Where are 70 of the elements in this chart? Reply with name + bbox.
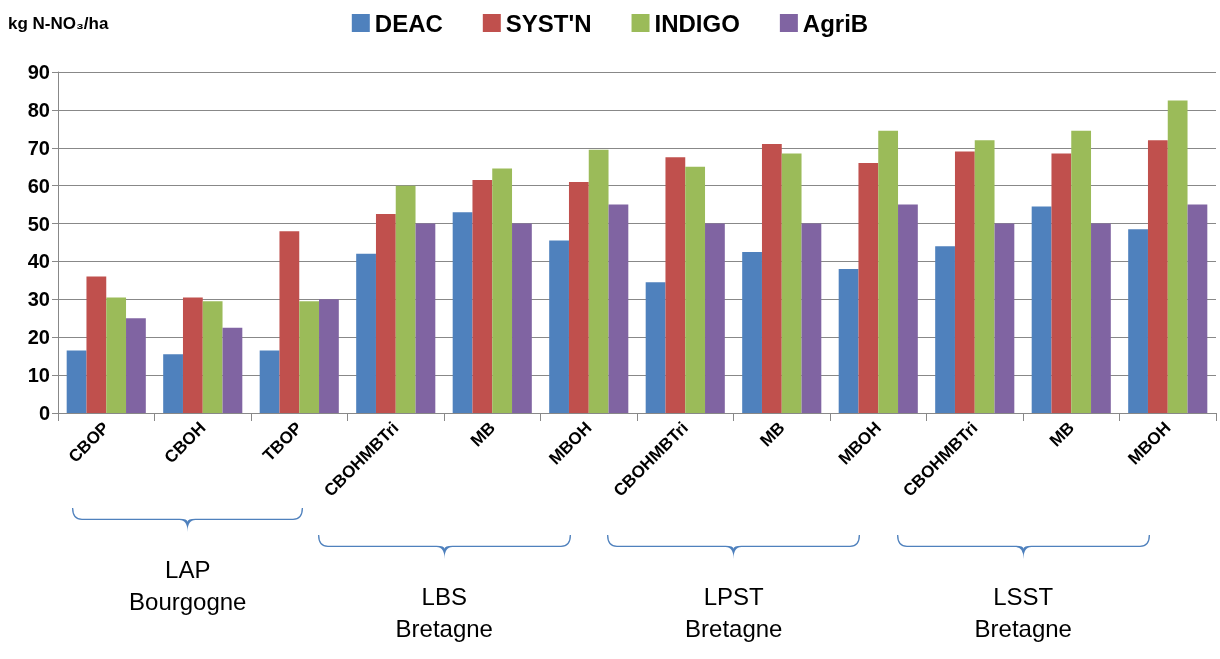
bar	[299, 301, 320, 413]
x-tick-label: MB	[756, 418, 789, 451]
y-tick-label: 0	[38, 402, 50, 424]
y-tick-label: 10	[27, 364, 50, 387]
bar	[801, 223, 822, 413]
y-tick-label: 30	[27, 288, 50, 311]
bar	[86, 276, 107, 413]
bar	[1051, 153, 1072, 413]
bar	[974, 140, 995, 413]
bar	[259, 350, 280, 413]
bar	[452, 212, 473, 413]
legend-label: DEAC	[374, 9, 443, 37]
bar	[954, 151, 975, 413]
bar	[126, 318, 146, 413]
y-tick-label: 40	[27, 250, 50, 273]
bar	[222, 327, 243, 413]
bar	[685, 166, 706, 413]
x-tick-label: MB	[1045, 418, 1078, 451]
y-tick-label: 70	[27, 136, 50, 159]
bar	[375, 214, 396, 413]
legend-label: AgriB	[802, 9, 869, 37]
bar	[705, 223, 725, 413]
bar	[608, 204, 629, 413]
bar	[1147, 140, 1168, 413]
y-tick-label: 90	[27, 61, 50, 83]
bar	[742, 251, 762, 413]
bar	[935, 246, 955, 413]
bar	[395, 185, 416, 413]
bar	[588, 149, 609, 413]
y-tick-label: 80	[27, 98, 50, 121]
bar	[781, 153, 802, 413]
bar	[1128, 229, 1148, 413]
bar	[994, 223, 1015, 413]
bar	[279, 231, 300, 413]
text: LSST Bretagne	[974, 582, 1072, 645]
bar	[1167, 100, 1188, 413]
bar	[492, 168, 513, 413]
y-tick-label: 60	[27, 174, 50, 197]
bar	[415, 223, 436, 413]
y-axis-title: kg N-NO₃/ha	[8, 14, 109, 33]
bar	[512, 223, 532, 413]
text: LAP Bourgogne	[129, 555, 247, 618]
bar	[182, 297, 203, 413]
bar	[568, 181, 589, 413]
bar	[645, 282, 666, 413]
bar	[1091, 223, 1111, 413]
y-tick-label: 50	[27, 212, 50, 235]
bar	[106, 297, 127, 413]
bar	[549, 240, 569, 413]
bar	[472, 179, 493, 413]
legend-label: INDIGO	[654, 9, 740, 37]
bar	[858, 162, 879, 413]
legend-label: SYST'N	[505, 9, 592, 37]
text: LBS Bretagne	[395, 582, 493, 645]
bar	[1071, 130, 1092, 413]
bar	[163, 354, 183, 413]
bar	[356, 253, 376, 413]
bar	[761, 143, 782, 413]
bar	[665, 157, 686, 413]
bar	[319, 299, 339, 413]
bar	[66, 350, 87, 413]
bar	[878, 130, 899, 413]
y-tick-label: 20	[27, 326, 50, 349]
bar	[898, 204, 918, 413]
x-tick-label: MB	[466, 418, 499, 451]
text: LPST Bretagne	[685, 582, 783, 645]
bar	[202, 301, 223, 413]
bar	[1031, 206, 1052, 413]
bar	[1187, 204, 1208, 413]
bar	[838, 269, 859, 413]
